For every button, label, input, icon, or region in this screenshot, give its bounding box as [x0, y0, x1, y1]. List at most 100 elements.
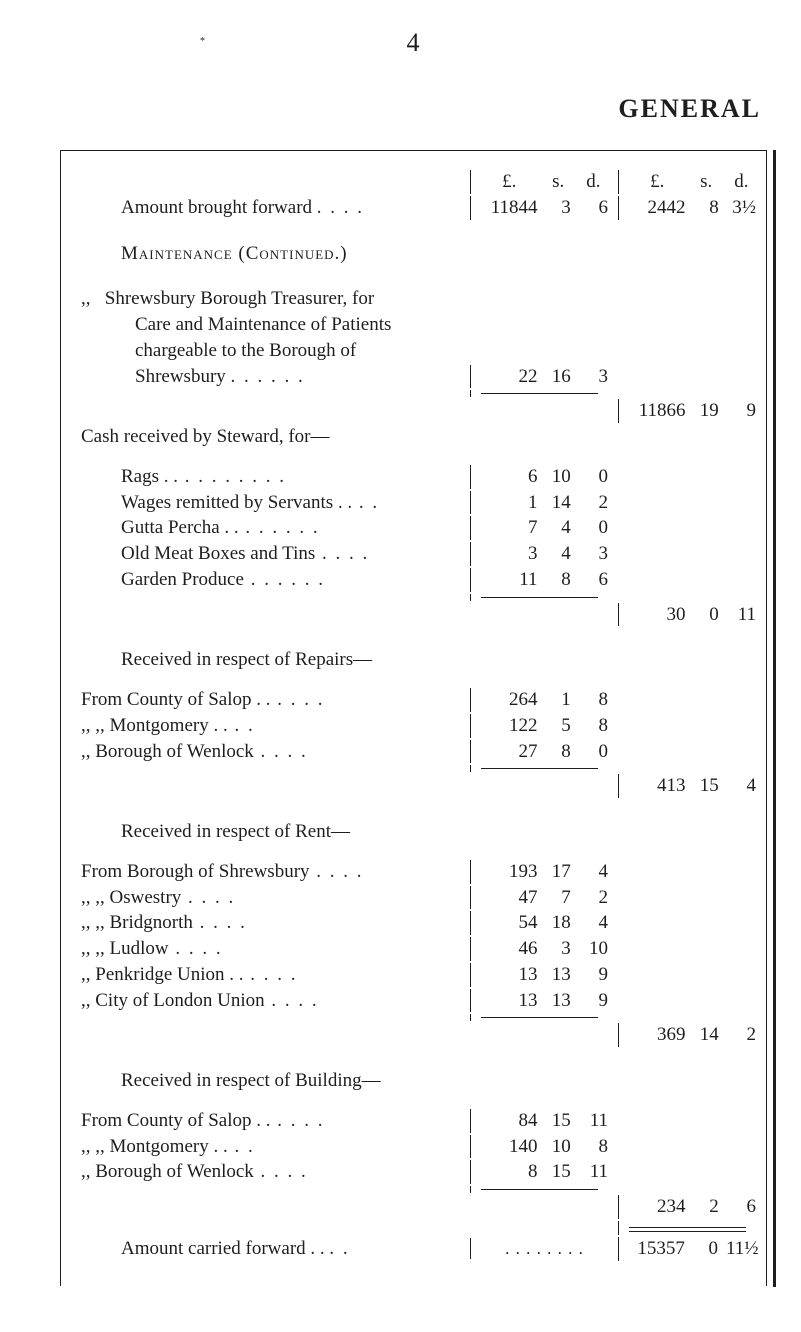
desc-cell: Cash received by Steward, for—: [61, 425, 470, 449]
amount-S: 7: [545, 886, 570, 910]
amount-S: 14: [545, 491, 570, 515]
money-cell: 841511: [470, 1109, 618, 1133]
amount-L: 413: [629, 774, 685, 798]
subtotal-row: 234 2 6: [61, 1194, 766, 1220]
shilling-header: s.: [693, 170, 718, 194]
amount-L: 84: [481, 1109, 537, 1133]
desc-cell: From County of Salop . . . . . .: [61, 1109, 470, 1133]
amount-D: 2: [579, 491, 608, 515]
amount-D: 9: [727, 399, 756, 423]
section-heading: GENERAL: [60, 94, 761, 124]
amount-D: 2: [727, 1023, 756, 1047]
row-label: ,, ,, Ludlow: [81, 938, 169, 959]
money-cell: [618, 1221, 766, 1235]
ditto-mark: ,,: [81, 288, 91, 309]
leaders: . . . .: [169, 938, 223, 959]
leaders: . . . . . .: [231, 366, 305, 387]
table-row: From County of Salop . . . . . .26418: [61, 687, 766, 713]
table-row: From Borough of Shrewsbury . . . .193174: [61, 859, 766, 885]
money-cell: 13139: [470, 989, 618, 1013]
row-brought-forward: Amount brought forward . . . . 11844 3 6…: [61, 195, 766, 221]
amount-L: 11866: [629, 399, 685, 423]
amount-L: 122: [481, 714, 537, 738]
rule-row: [61, 1185, 766, 1194]
desc-cell: Wages remitted by Servants . . . .: [61, 491, 470, 515]
amount-S: 18: [545, 911, 570, 935]
amount-L: 140: [481, 1135, 537, 1159]
section-label: Received in respect of Rent—: [121, 821, 350, 842]
amount-D: 3: [579, 365, 608, 389]
table-row: ,, ,, Ludlow . . . . 46310: [61, 936, 766, 962]
leaders: . . . .: [317, 197, 364, 218]
row-label: Wages remitted by Servants . .: [121, 492, 352, 513]
leaders: . .: [228, 715, 255, 736]
amount-D: 11½: [726, 1237, 756, 1261]
desc-cell: Received in respect of Rent—: [61, 820, 470, 844]
subtotal-row: 413 15 4: [61, 773, 766, 799]
amount-L: 22: [481, 365, 537, 389]
leaders: . .: [228, 1136, 255, 1157]
amount-L: 8: [481, 1160, 537, 1184]
money-cell: 369 14 2: [618, 1023, 766, 1047]
money-cell: 1142: [470, 491, 618, 515]
row-label: Garden Produce: [121, 569, 244, 590]
table-row: From County of Salop . . . . . .841511: [61, 1108, 766, 1134]
leaders: . . . . . .: [239, 517, 320, 538]
row-label: ,, Borough of Wenlock: [81, 1161, 254, 1182]
money-cell: 11844 3 6: [470, 196, 618, 220]
desc-cell: Shrewsbury . . . . . .: [61, 365, 470, 389]
subheading-row: Maintenance (Continued.): [61, 241, 766, 267]
amount-S: 19: [693, 399, 718, 423]
amount-D: 8: [579, 1135, 608, 1159]
money-cell: 413 15 4: [618, 774, 766, 798]
amount-D: 4: [727, 774, 756, 798]
desc-cell: ,, ,, Montgomery . . . .: [61, 714, 470, 738]
maintenance-heading: Maintenance (Continued.): [121, 243, 348, 264]
table-row: ,, ,, Montgomery . . . .140108: [61, 1134, 766, 1160]
desc-cell: ,, ,, Montgomery . . . .: [61, 1135, 470, 1159]
leaders: . . . .: [181, 887, 235, 908]
shilling-header: s.: [545, 170, 570, 194]
money-cell: [470, 1014, 618, 1021]
money-header-row: £. s. d. £. s. d.: [61, 169, 766, 195]
amount-D: 6: [727, 1195, 756, 1219]
leaders: . .: [352, 492, 379, 513]
table-row: Old Meat Boxes and Tins . . . .343: [61, 541, 766, 567]
money-cell: 22 16 3: [470, 365, 618, 389]
desc-cell: From County of Salop . . . . . .: [61, 688, 470, 712]
money-cell: [470, 1186, 618, 1193]
money-cell: [470, 594, 618, 601]
money-cell: 2780: [470, 740, 618, 764]
amount-L: 30: [629, 603, 685, 627]
pound-header: £.: [629, 170, 685, 194]
leaders: . . . . . . . .: [178, 466, 286, 487]
section-label: Received in respect of Building—: [121, 1070, 381, 1091]
money-cell: 15357 0 11½: [618, 1237, 766, 1261]
money-cell: . . . . . . . .: [470, 1238, 618, 1259]
desc-cell: Maintenance (Continued.): [61, 242, 470, 266]
leaders: . . . .: [244, 964, 298, 985]
pence-header: d.: [727, 170, 756, 194]
amount-D: 8: [579, 688, 608, 712]
money-cell: 1186: [470, 568, 618, 592]
amount-S: 8: [545, 568, 570, 592]
ledger-table: £. s. d. £. s. d. Amount brought forward…: [60, 150, 767, 1286]
amount-D: 0: [579, 516, 608, 540]
rule-row: [61, 389, 766, 398]
table-row: ,, ,, Montgomery . . . .12258: [61, 713, 766, 739]
amount-S: 0: [693, 1237, 718, 1261]
money-cell: 12258: [470, 714, 618, 738]
leaders: . . . .: [310, 861, 364, 882]
amount-L: 2442: [629, 196, 685, 220]
desc-cell: From Borough of Shrewsbury . . . .: [61, 860, 470, 884]
subheading-row: Received in respect of Rent—: [61, 819, 766, 845]
row-label: Shrewsbury: [135, 366, 226, 387]
money-cell: 46310: [470, 937, 618, 961]
page: * 4 GENERAL £. s. d. £. s. d. Amount bro…: [0, 0, 801, 1332]
row-label: Old Meat Boxes and Tins: [121, 543, 315, 564]
amount-L: 54: [481, 911, 537, 935]
row-label: chargeable to the Borough of: [135, 340, 356, 361]
row-label: ,, City of London Union: [81, 990, 265, 1011]
carry-dots: . . . . . . . .: [505, 1238, 584, 1259]
amount-L: 13: [481, 989, 537, 1013]
